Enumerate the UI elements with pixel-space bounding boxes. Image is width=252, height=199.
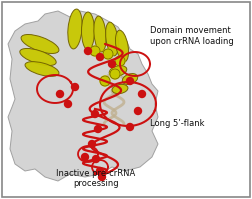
Circle shape bbox=[103, 49, 113, 59]
Ellipse shape bbox=[25, 62, 59, 76]
Circle shape bbox=[88, 140, 96, 147]
Circle shape bbox=[65, 100, 72, 107]
Ellipse shape bbox=[81, 12, 94, 50]
Circle shape bbox=[99, 174, 106, 180]
Ellipse shape bbox=[115, 30, 129, 62]
Ellipse shape bbox=[122, 74, 138, 84]
Circle shape bbox=[100, 76, 110, 86]
Circle shape bbox=[90, 46, 100, 56]
Ellipse shape bbox=[94, 16, 106, 52]
Ellipse shape bbox=[68, 9, 82, 49]
Circle shape bbox=[92, 155, 100, 163]
Circle shape bbox=[94, 126, 102, 133]
Ellipse shape bbox=[20, 49, 56, 65]
Ellipse shape bbox=[21, 34, 59, 54]
Text: Domain movement
upon crRNA loading: Domain movement upon crRNA loading bbox=[150, 26, 234, 46]
Circle shape bbox=[127, 77, 134, 85]
Circle shape bbox=[127, 124, 134, 131]
Circle shape bbox=[110, 69, 120, 79]
Circle shape bbox=[72, 84, 79, 91]
Circle shape bbox=[135, 107, 142, 114]
Ellipse shape bbox=[109, 66, 127, 76]
Circle shape bbox=[81, 153, 88, 161]
Circle shape bbox=[97, 54, 104, 60]
Circle shape bbox=[97, 168, 104, 175]
Circle shape bbox=[139, 91, 145, 98]
Text: Long 5’-flank: Long 5’-flank bbox=[150, 119, 204, 128]
Polygon shape bbox=[8, 11, 158, 181]
Circle shape bbox=[56, 91, 64, 98]
Text: Inactive pre-crRNA
processing: Inactive pre-crRNA processing bbox=[56, 169, 135, 188]
Ellipse shape bbox=[112, 84, 128, 94]
Circle shape bbox=[115, 56, 125, 66]
Circle shape bbox=[109, 60, 115, 67]
Ellipse shape bbox=[106, 22, 118, 56]
Circle shape bbox=[91, 110, 99, 117]
Circle shape bbox=[84, 48, 91, 55]
